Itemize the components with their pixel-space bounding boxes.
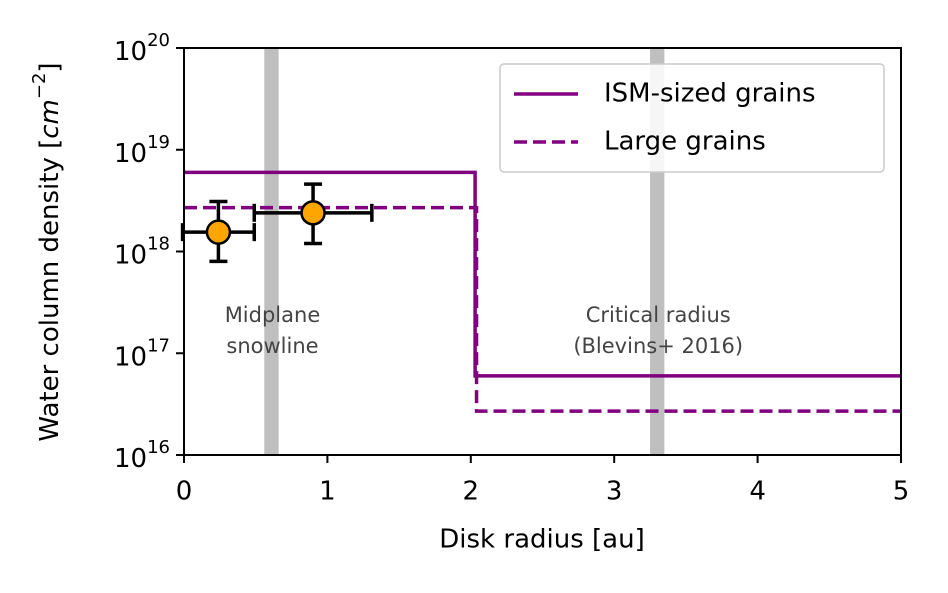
y-label-part: Water column density [ (35, 139, 65, 442)
x-tick-label: 3 (606, 477, 623, 507)
point (300, 200, 326, 226)
y-tick-base: 10 (114, 342, 147, 372)
y-tick-label: 1018 (114, 234, 170, 271)
y-tick-exponent: 20 (147, 30, 170, 51)
y-tick-exponent: 18 (147, 234, 170, 255)
y-tick-label: 1020 (114, 30, 170, 67)
x-tick-label: 2 (463, 477, 480, 507)
y-label-part: −2 (29, 73, 50, 100)
line (184, 205, 901, 413)
annotation: snowline (226, 334, 318, 358)
x-tick-label: 5 (893, 477, 910, 507)
point (205, 219, 232, 245)
y-tick-label: 1017 (114, 335, 170, 372)
y-tick-base: 10 (114, 37, 147, 67)
y-label-part: cm (35, 99, 65, 139)
y-tick-label: 1019 (114, 132, 170, 169)
x-tick-label: 1 (319, 477, 336, 507)
x-tick-label: 0 (176, 477, 193, 507)
y-tick-label: 1016 (114, 437, 170, 474)
y-tick-base: 10 (114, 138, 147, 168)
y-label-part: ] (35, 62, 65, 72)
annotation: Midplane (225, 303, 321, 327)
line (184, 170, 901, 378)
y-tick-exponent: 16 (147, 437, 170, 458)
legend-box (499, 63, 885, 173)
annotation: Critical radius (586, 303, 731, 327)
annotation: (Blevins+ 2016) (573, 334, 743, 358)
y-axis-label: Water column density [cm−2] (29, 62, 65, 441)
y-tick-base: 10 (114, 444, 147, 474)
legend-label: ISM-sized grains (604, 79, 816, 109)
y-tick-exponent: 19 (147, 132, 170, 153)
x-tick-label: 4 (749, 477, 766, 507)
legend-label: Large grains (604, 127, 766, 157)
y-tick-base: 10 (114, 240, 147, 270)
x-axis-label: Disk radius [au] (439, 525, 644, 555)
band (264, 48, 279, 455)
y-tick-exponent: 17 (147, 335, 170, 356)
